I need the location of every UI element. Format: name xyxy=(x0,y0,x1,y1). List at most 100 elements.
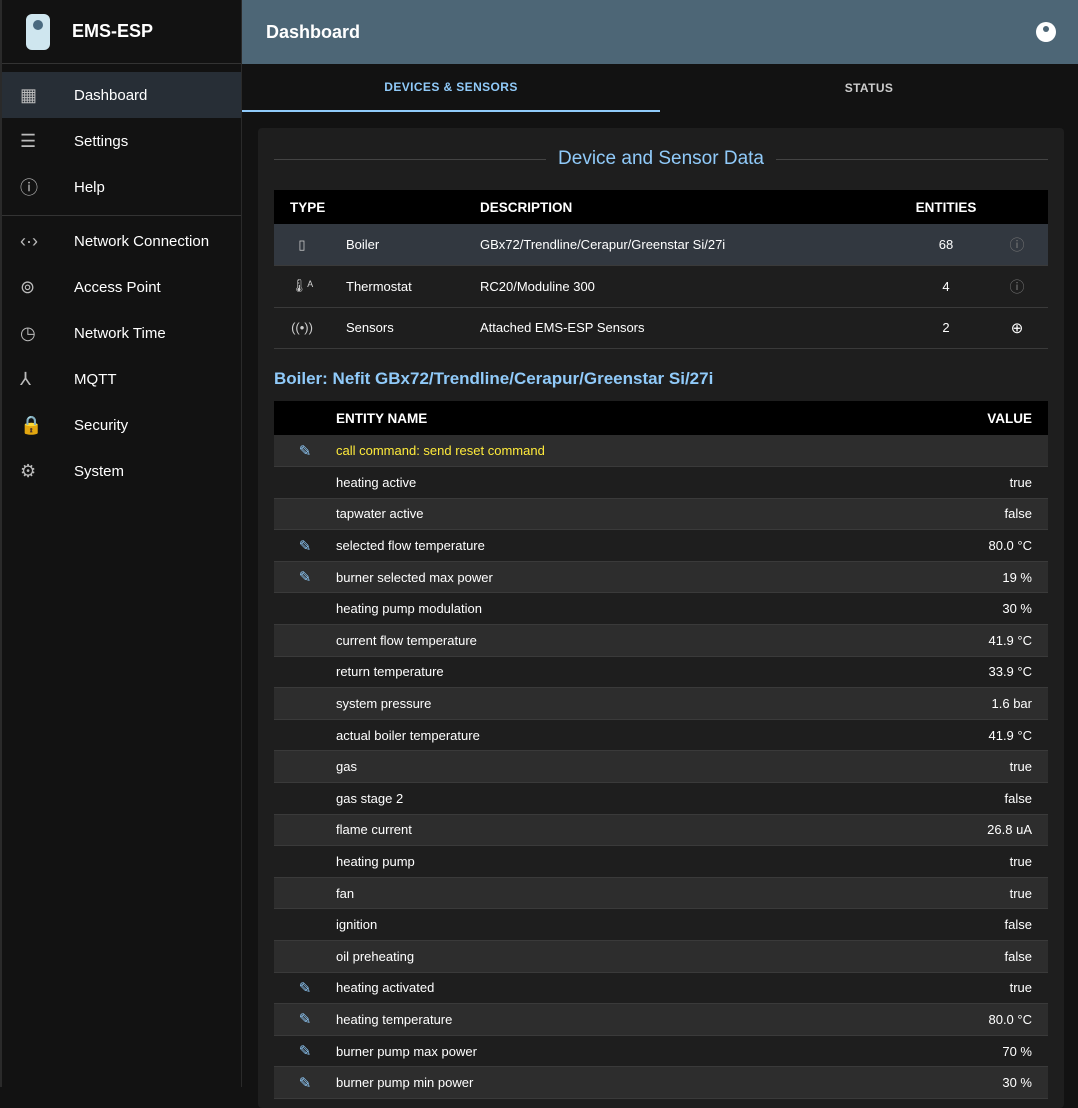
entity-row[interactable]: ignition false xyxy=(274,908,1048,941)
entity-row[interactable]: system pressure 1.6 bar xyxy=(274,687,1048,720)
entity-value: true xyxy=(887,845,1048,878)
edit-icon[interactable]: ✎ xyxy=(274,561,336,594)
device-row[interactable]: ▯ Boiler GBx72/Trendline/Cerapur/Greenst… xyxy=(274,224,1048,266)
entity-value: false xyxy=(887,908,1048,941)
entity-value: 41.9 °C xyxy=(887,624,1048,657)
col-entities: ENTITIES xyxy=(906,190,986,224)
entity-name: flame current xyxy=(336,814,888,847)
sidebar-item-label: MQTT xyxy=(74,370,117,388)
brand: EMS-ESP xyxy=(2,0,241,64)
entity-name: ignition xyxy=(336,908,888,941)
app-bar: Dashboard xyxy=(242,0,1078,64)
entity-row[interactable]: ✎ burner selected max power 19 % xyxy=(274,561,1048,594)
device-entities: 68 xyxy=(906,224,986,266)
entity-row[interactable]: ✎ burner pump max power 70 % xyxy=(274,1035,1048,1068)
sidebar-item-label: Dashboard xyxy=(74,86,148,104)
entity-value: 1.6 bar xyxy=(887,687,1048,720)
sidebar-item-mqtt[interactable]: ⅄ MQTT xyxy=(2,356,241,402)
entity-name: burner pump max power xyxy=(336,1035,888,1068)
tabs: DEVICES & SENSORS STATUS xyxy=(242,64,1078,112)
entity-name: gas xyxy=(336,750,888,784)
entity-row[interactable]: ✎ call command: send reset command xyxy=(274,435,1048,468)
entity-row[interactable]: heating pump true xyxy=(274,845,1048,878)
sidebar-item-label: Help xyxy=(74,178,105,196)
entity-row[interactable]: ✎ burner pump min power 30 % xyxy=(274,1066,1048,1099)
entity-value: true xyxy=(887,750,1048,784)
sidebar-item-system[interactable]: ⚙ System xyxy=(2,448,241,494)
entity-name: heating pump xyxy=(336,845,888,878)
entity-name: burner pump min power xyxy=(336,1066,888,1099)
entity-name: current flow temperature xyxy=(336,624,888,657)
sidebar-item-help[interactable]: ⓘ Help xyxy=(2,164,241,210)
entity-row[interactable]: actual boiler temperature 41.9 °C xyxy=(274,719,1048,752)
entity-name: call command: send reset command xyxy=(336,435,888,468)
entity-name: heating activated xyxy=(336,972,888,1005)
antenna-icon: ⊚ xyxy=(20,276,36,297)
lock-icon: 🔒 xyxy=(20,414,43,435)
entity-name: tapwater active xyxy=(336,498,888,531)
boiler-logo-icon xyxy=(26,13,50,50)
entity-row[interactable]: ✎ heating temperature 80.0 °C xyxy=(274,1003,1048,1036)
entity-row[interactable]: tapwater active false xyxy=(274,498,1048,531)
edit-icon[interactable]: ✎ xyxy=(274,972,336,1005)
entity-value: 30 % xyxy=(887,592,1048,626)
selected-device-title: Boiler: Nefit GBx72/Trendline/Cerapur/Gr… xyxy=(274,369,714,388)
app-title: EMS-ESP xyxy=(72,21,154,41)
sensors-icon: ((•)) xyxy=(274,307,330,349)
sidebar-item-network-time[interactable]: ◷ Network Time xyxy=(2,310,241,356)
entity-row[interactable]: heating pump modulation 30 % xyxy=(274,592,1048,626)
edit-icon[interactable]: ✎ xyxy=(274,1003,336,1036)
sidebar-item-dashboard[interactable]: ▦ Dashboard xyxy=(2,72,241,118)
entity-name: system pressure xyxy=(336,687,888,720)
device-description: RC20/Moduline 300 xyxy=(480,265,906,308)
sidebar-item-settings[interactable]: ☰ Settings xyxy=(2,118,241,164)
entity-row[interactable]: return temperature 33.9 °C xyxy=(274,656,1048,689)
tab-status[interactable]: STATUS xyxy=(844,81,894,95)
entity-row[interactable]: heating active true xyxy=(274,466,1048,499)
entity-name: selected flow temperature xyxy=(336,529,888,562)
entity-row[interactable]: gas true xyxy=(274,750,1048,784)
info-icon: ⓘ xyxy=(20,178,38,198)
sidebar-item-access-point[interactable]: ⊚ Access Point xyxy=(2,264,241,310)
entity-value: false xyxy=(887,782,1048,815)
info-icon[interactable]: ⓘ xyxy=(986,265,1048,308)
entity-value: false xyxy=(887,940,1048,973)
col-value: VALUE xyxy=(887,401,1048,435)
edit-icon[interactable]: ✎ xyxy=(274,435,336,468)
entity-row[interactable]: flame current 26.8 uA xyxy=(274,814,1048,847)
entity-row[interactable]: gas stage 2 false xyxy=(274,782,1048,815)
entity-row[interactable]: ✎ selected flow temperature 80.0 °C xyxy=(274,529,1048,562)
sidebar-item-label: Access Point xyxy=(74,278,161,296)
card-title: Device and Sensor Data xyxy=(558,148,764,169)
divider xyxy=(2,215,241,216)
device-row[interactable]: ((•)) Sensors Attached EMS-ESP Sensors 2… xyxy=(274,307,1048,349)
entity-name: heating temperature xyxy=(336,1003,888,1036)
col-type: TYPE xyxy=(274,190,480,224)
entity-name: heating active xyxy=(336,466,888,499)
edit-icon[interactable]: ✎ xyxy=(274,1066,336,1099)
device-description: Attached EMS-ESP Sensors xyxy=(480,307,906,349)
edit-icon[interactable]: ✎ xyxy=(274,529,336,562)
info-icon[interactable]: ⓘ xyxy=(986,224,1048,266)
tab-devices-sensors[interactable]: DEVICES & SENSORS xyxy=(242,64,660,112)
sidebar-item-network-connection[interactable]: ‹·› Network Connection xyxy=(2,218,241,264)
entity-value: 70 % xyxy=(887,1035,1048,1068)
device-row[interactable]: 🌡ᴬ Thermostat RC20/Moduline 300 4 ⓘ xyxy=(274,265,1048,308)
entity-row[interactable]: oil preheating false xyxy=(274,940,1048,973)
add-circle-icon[interactable]: ⊕ xyxy=(986,307,1048,349)
account-icon[interactable] xyxy=(1036,22,1056,42)
entity-row[interactable]: ✎ heating activated true xyxy=(274,972,1048,1005)
tune-icon: ☰ xyxy=(20,130,37,151)
dashboard-icon: ▦ xyxy=(20,84,38,105)
entity-row[interactable]: fan true xyxy=(274,877,1048,910)
device-data-card: Device and Sensor Data TYPE DESCRIPTION … xyxy=(258,128,1064,1108)
sidebar-item-label: Security xyxy=(74,416,129,434)
device-type: Boiler xyxy=(330,224,480,266)
entity-name: actual boiler temperature xyxy=(336,719,888,752)
entity-row[interactable]: current flow temperature 41.9 °C xyxy=(274,624,1048,657)
entity-name: gas stage 2 xyxy=(336,782,888,815)
sidebar-item-security[interactable]: 🔒 Security xyxy=(2,402,241,448)
entity-value: true xyxy=(887,877,1048,910)
thermostat-icon: 🌡ᴬ xyxy=(274,265,330,308)
edit-icon[interactable]: ✎ xyxy=(274,1035,336,1068)
